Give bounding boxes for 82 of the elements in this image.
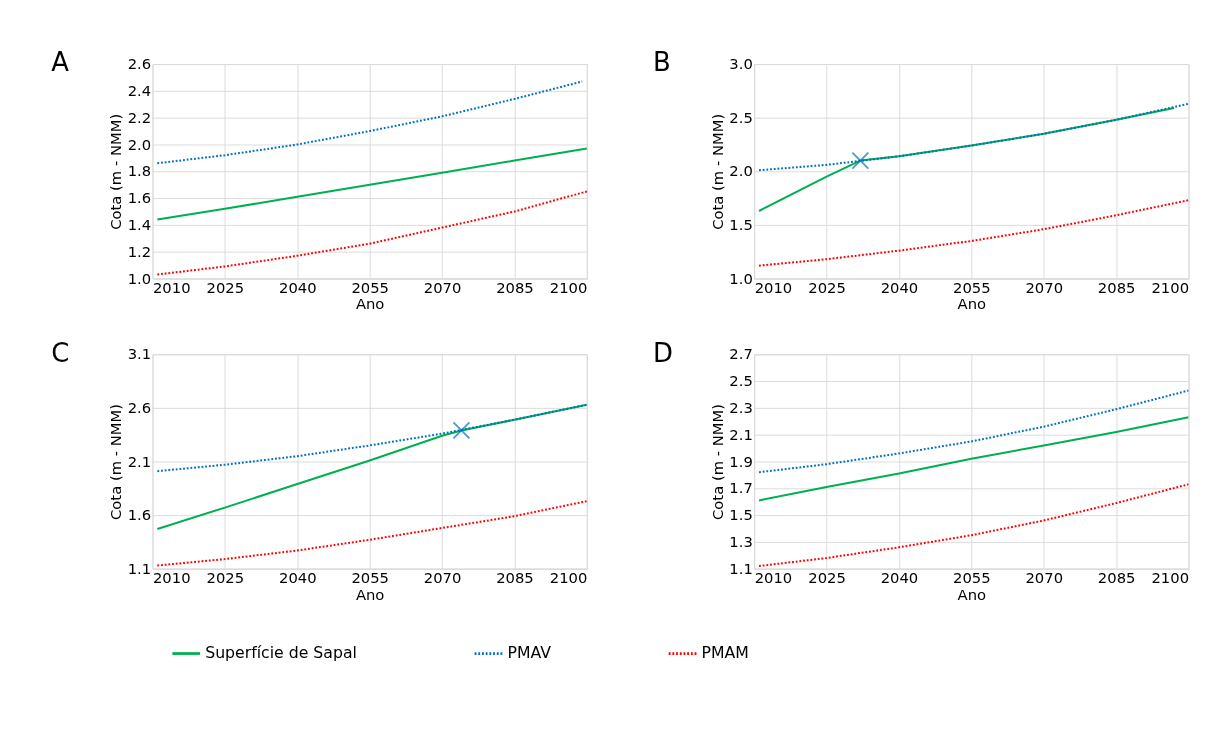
x-axis-title: Ano [355,585,385,603]
y-tick-label: 1.7 [729,479,753,497]
x-tick-label: 2070 [423,278,462,296]
y-tick-label: 2.0 [729,162,753,180]
legend-label: PMAV [507,643,552,663]
chart-title: D [653,337,673,368]
x-tick-label: 2085 [496,278,534,296]
x-tick-label: 2055 [953,278,991,296]
x-tick-label: 2040 [880,569,919,587]
y-tick-label: 2.1 [127,452,152,470]
chart-title: B [653,47,671,78]
y-axis-title: Cota (m - NMM) [107,113,125,230]
y-tick-label: 2.5 [729,108,753,126]
y-tick-label: 1.6 [127,506,152,524]
y-tick-label: 2.1 [729,425,753,443]
chart-title: C [51,337,70,368]
line-series [758,199,1189,267]
line-series [156,403,587,473]
y-tick-label: 2.4 [127,81,152,99]
x-tick-label: 2010 [754,569,793,587]
x-tick-label: 2025 [808,569,846,587]
x-axis-title: Ano [957,585,987,603]
x-tick-label: 2025 [206,569,245,587]
y-axis-title: Cota (m - NMM) [708,113,726,230]
line-series [156,190,587,276]
y-axis-title: Cota (m - NMM) [107,403,125,520]
x-tick-label: 2055 [953,569,991,587]
x-tick-label: 2070 [1025,569,1064,587]
y-tick-label: 1.0 [729,269,753,287]
chart-title: A [51,47,70,78]
legend-label: PMAM [701,643,749,663]
y-tick-label: 2.7 [729,345,753,363]
y-axis-title: Cota (m - NMM) [708,403,726,520]
line-series [758,483,1189,568]
y-tick-label: 1.8 [127,162,152,180]
y-tick-label: 1.2 [127,242,152,260]
x-tick-label: 2100 [1151,278,1190,296]
y-tick-label: 1.5 [729,506,753,524]
y-tick-label: 2.6 [127,55,152,73]
line-series [156,147,587,221]
y-tick-label: 1.9 [729,452,753,470]
x-tick-label: 2100 [549,569,588,587]
x-tick-label: 2100 [1151,569,1190,587]
y-tick-label: 3.1 [127,345,152,363]
x-tick-label: 2010 [754,278,793,296]
x-tick-label: 2040 [278,278,317,296]
y-tick-label: 2.2 [127,108,152,126]
y-tick-label: 1.3 [729,533,753,551]
y-tick-label: 1.1 [729,559,753,577]
line-series [758,102,1189,172]
x-axis-title: Ano [957,295,987,313]
y-tick-label: 1.0 [127,269,152,287]
x-axis-title: Ano [355,295,385,313]
x-tick-label: 2100 [549,278,588,296]
x-tick-label: 2010 [152,278,191,296]
x-tick-label: 2085 [496,569,534,587]
x-tick-label: 2070 [1025,278,1064,296]
line-series [758,416,1189,502]
x-tick-label: 2085 [1097,278,1136,296]
x-tick-label: 2025 [206,278,245,296]
x-tick-label: 2010 [152,569,191,587]
line-series [758,389,1189,474]
legend-label: Superfície de Sapal [205,643,357,663]
x-tick-label: 2070 [423,569,462,587]
y-tick-label: 3.0 [729,55,753,73]
y-tick-label: 1.6 [127,189,152,207]
x-tick-label: 2025 [808,278,846,296]
x-tick-label: 2055 [351,278,389,296]
line-series [156,500,587,567]
y-tick-label: 1.5 [729,215,753,233]
y-tick-label: 2.0 [127,135,152,153]
x-tick-label: 2055 [351,569,389,587]
y-tick-label: 1.4 [127,215,152,233]
line-series [758,107,1176,212]
y-tick-label: 2.6 [127,398,152,416]
x-tick-label: 2040 [880,278,919,296]
x-tick-label: 2040 [278,569,317,587]
y-tick-label: 2.3 [729,398,753,416]
line-series [156,403,587,531]
y-tick-label: 2.5 [729,372,753,390]
x-tick-label: 2085 [1097,569,1136,587]
y-tick-label: 1.1 [127,559,152,577]
